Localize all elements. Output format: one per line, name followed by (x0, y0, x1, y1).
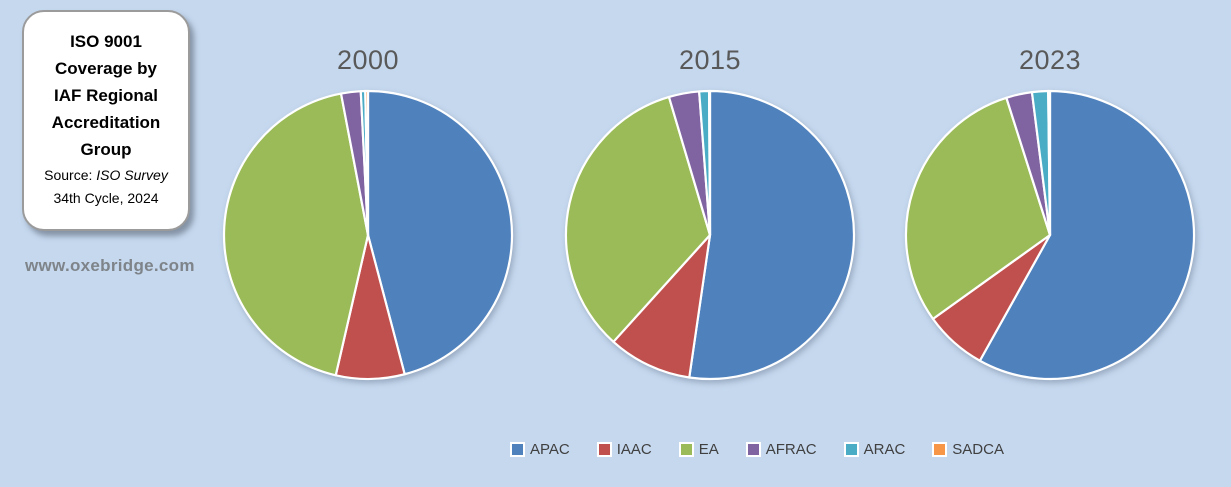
pie-slice-EA (904, 96, 1052, 321)
pie-slice-EA (564, 95, 712, 343)
pie-slice-APAC (688, 89, 856, 381)
title-line: Coverage by (54, 59, 158, 78)
legend-swatch-icon (596, 442, 612, 457)
legend-label: APAC (530, 441, 570, 458)
legend-item-APAC: APAC (510, 441, 570, 458)
pie-slice-SADCA (1047, 89, 1052, 237)
pie-chart-2000: 2000 (218, 45, 518, 385)
legend-item-EA: EA (678, 441, 719, 458)
legend-swatch-icon (932, 442, 948, 457)
title-line: Group (80, 140, 132, 159)
pie-slice-APAC (978, 89, 1196, 381)
title-box: ISO 9001 Coverage by IAF Regional Accred… (22, 10, 190, 231)
pie-slice-SADCA (364, 89, 370, 237)
source-label: Source: (44, 167, 93, 183)
legend-label: IAAC (616, 441, 652, 458)
pie-slice-IAAC (612, 233, 712, 379)
legend-item-AFRAC: AFRAC (745, 441, 817, 458)
title-line: Accreditation (51, 113, 161, 132)
legend-label: AFRAC (765, 441, 817, 458)
title-line: IAF Regional (54, 86, 158, 105)
pie-slice-EA (222, 92, 370, 377)
legend-swatch-icon (678, 442, 694, 457)
legend-swatch-icon (745, 442, 761, 457)
pie-chart-2023: 2023 (900, 45, 1200, 385)
source-note-line-2: 34th Cycle, 2024 (53, 190, 159, 206)
pie-svg-2015 (564, 89, 856, 381)
pie-svg-2023 (904, 89, 1196, 381)
pie-year-title: 2015 (678, 45, 742, 75)
title-line: ISO 9001 (70, 32, 142, 51)
legend-swatch-icon (843, 442, 859, 457)
pie-slice-APAC (366, 89, 514, 376)
pie-year-title: 2023 (1018, 45, 1082, 75)
legend-label: EA (698, 441, 719, 458)
legend-swatch-icon (510, 442, 525, 457)
legend-item-IAAC: IAAC (596, 441, 652, 458)
pie-year-title: 2000 (336, 45, 400, 75)
watermark-url: www.oxebridge.com (25, 256, 195, 275)
legend-label: ARAC (863, 441, 906, 458)
legend-item-SADCA: SADCA (932, 441, 1004, 458)
source-note-line-1: Source: ISO Survey (24, 165, 188, 186)
source-name: ISO Survey (96, 167, 168, 183)
pie-svg-2000 (222, 89, 514, 381)
pie-slice-SADCA (708, 89, 712, 237)
legend-label: SADCA (952, 441, 1004, 458)
chart-legend: APAC IAAC EA AFRAC ARAC SADCA (510, 441, 1004, 458)
legend-item-ARAC: ARAC (843, 441, 906, 458)
pie-chart-2015: 2015 (560, 45, 860, 385)
